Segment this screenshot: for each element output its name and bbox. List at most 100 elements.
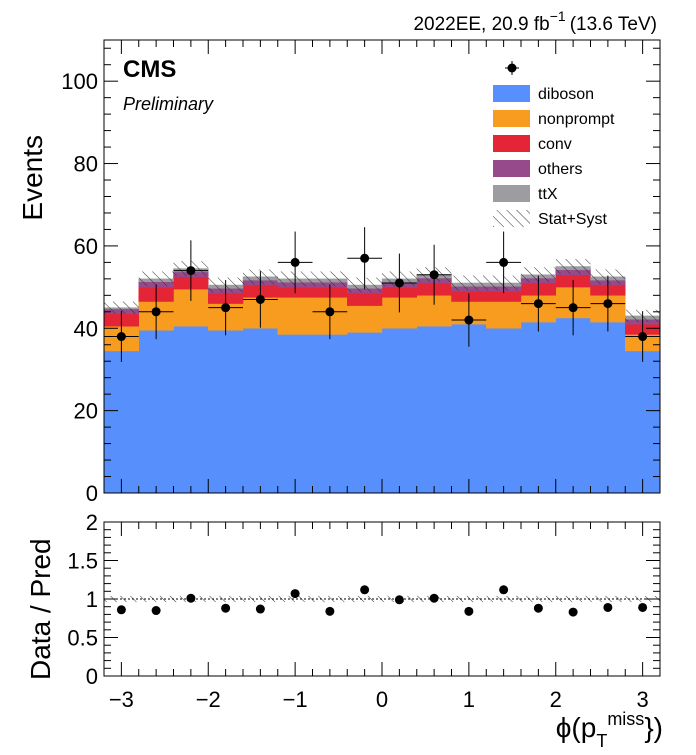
y-tick-label-5: 100	[61, 69, 98, 94]
data-point-8	[382, 253, 417, 313]
bar-diboson-4	[242, 328, 278, 494]
stack-uncertainty-12	[521, 267, 556, 283]
x-tick-label-6: 3	[637, 687, 649, 712]
ratio-y-tick-label-2: 1	[86, 587, 98, 612]
legend-label-nonprompt: nonprompt	[538, 111, 615, 128]
data-marker-9	[429, 270, 439, 280]
bar-diboson-9	[416, 325, 452, 494]
bar-diboson-10	[451, 323, 487, 494]
y-tick-label-0: 0	[86, 481, 98, 506]
main-panel: 0 20 40 60 80 100	[61, 39, 661, 506]
x-tick-label-3: 0	[376, 687, 388, 712]
x-axis-title: ϕ(pTmiss})	[556, 709, 663, 750]
data-point-0	[104, 311, 139, 362]
x-tick-label-4: 1	[463, 687, 475, 712]
ratio-y-tick-label-3: 1.5	[67, 549, 98, 574]
ratio-point-3	[221, 603, 231, 613]
legend-swatch-nonprompt	[493, 110, 530, 127]
x-tick-label-0: −3	[109, 687, 134, 712]
bar-nonprompt-11	[486, 301, 522, 329]
bar-diboson-7	[347, 332, 383, 494]
bar-diboson-15	[625, 350, 661, 494]
data-point-5	[277, 231, 313, 294]
stack-uncertainty-0	[104, 301, 139, 314]
ratio-point-9	[429, 593, 439, 603]
ratio-y-tick-label-4: 2	[86, 510, 98, 535]
ratio-uncertainty-14	[590, 595, 626, 603]
legend-entry-conv: conv	[493, 135, 572, 153]
ratio-uncertainty-15	[625, 595, 660, 603]
data-point-1	[138, 284, 174, 340]
ratio-point-14	[603, 602, 613, 612]
header-lumi: 2022EE, 20.9 fb−1 (13.6 TeV)	[413, 8, 657, 35]
ratio-point-15	[638, 602, 648, 612]
data-point-9	[416, 244, 452, 305]
data-point-12	[521, 275, 556, 332]
ratio-y-tick-label-1: 0.5	[67, 626, 98, 651]
status-label: Preliminary	[123, 94, 214, 114]
y-tick-label-2: 40	[74, 316, 98, 341]
bar-diboson-13	[555, 317, 591, 494]
bar-diboson-1	[138, 330, 174, 494]
bar-diboson-14	[590, 321, 626, 494]
bar-diboson-11	[486, 328, 522, 494]
y-tick-label-4: 80	[74, 152, 98, 177]
x-tick-label-2: −1	[283, 687, 308, 712]
ratio-point-2	[186, 593, 196, 603]
data-point-14	[590, 275, 626, 332]
x-tick-label-1: −2	[196, 687, 221, 712]
data-marker-15	[638, 332, 648, 342]
y-tick-label-3: 60	[74, 234, 98, 259]
legend-label-conv: conv	[538, 136, 572, 153]
legend-entry-diboson: diboson	[493, 85, 594, 103]
ratio-point-0	[116, 605, 126, 615]
bar-diboson-6	[312, 334, 348, 494]
data-marker-8	[394, 278, 404, 288]
legend-swatch-diboson	[493, 85, 530, 102]
bar-diboson-0	[103, 350, 139, 494]
legend-swatch-uncertainty	[493, 210, 530, 227]
legend-entry-data	[505, 61, 519, 75]
data-point-10	[451, 293, 487, 347]
ratio-point-6	[325, 606, 335, 616]
ratio-y-tick-label-0: 0	[86, 664, 98, 689]
data-point-4	[243, 271, 278, 328]
experiment-label: CMS	[123, 56, 176, 83]
ratio-y-axis-title: Data / Pred	[25, 538, 56, 680]
ratio-uncertainty-12	[521, 595, 556, 603]
data-marker-7	[360, 253, 370, 263]
stack-uncertainty-13	[555, 259, 591, 274]
ratio-uncertainty-5	[277, 595, 313, 603]
data-point-15	[625, 311, 660, 362]
data-point-11	[486, 231, 521, 294]
legend-swatch-ttX	[493, 185, 530, 202]
ratio-point-13	[568, 607, 578, 617]
ratio-uncertainty-11	[486, 595, 521, 603]
x-tick-label-5: 2	[550, 687, 562, 712]
data-marker-4	[255, 294, 265, 304]
legend-entry-uncertainty: Stat+Syst	[493, 210, 607, 228]
data-point-2	[173, 240, 209, 301]
data-marker-6	[325, 307, 335, 317]
bar-nonprompt-7	[347, 305, 383, 333]
y-axis-title: Events	[17, 135, 48, 221]
stack-uncertainty-1	[138, 271, 174, 287]
bar-conv-7	[347, 293, 383, 306]
data-point-3	[208, 280, 243, 336]
data-marker-3	[221, 303, 231, 313]
data-point-7	[347, 227, 382, 290]
data-marker-5	[290, 257, 300, 267]
bar-diboson-2	[173, 325, 209, 494]
bar-diboson-12	[520, 321, 556, 494]
data-point-6	[312, 284, 348, 340]
legend-swatch-conv	[493, 135, 530, 152]
ratio-point-4	[255, 604, 265, 614]
legend-swatch-others	[493, 160, 530, 177]
data-marker-13	[568, 303, 578, 313]
ratio-point-8	[394, 595, 404, 605]
legend-entry-nonprompt: nonprompt	[493, 110, 615, 128]
ratio-point-7	[360, 585, 370, 595]
legend-label-uncertainty: Stat+Syst	[538, 211, 607, 228]
